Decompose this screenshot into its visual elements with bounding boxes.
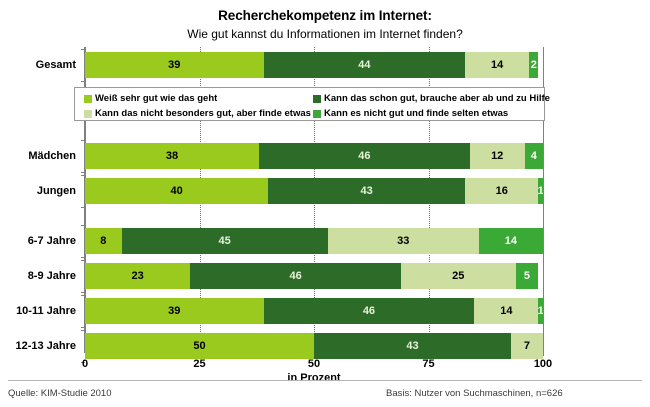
bar-segment: 5 [515, 263, 539, 289]
bar-segment: 23 [85, 263, 191, 289]
category-label-8-9-jahre: 8-9 Jahre [27, 270, 76, 282]
bar-row: 40 43 16 1 [85, 178, 543, 204]
legend-item[interactable]: Kann es nicht gut und finde selten etwas [313, 108, 508, 119]
x-tick-label-25: 25 [193, 358, 206, 370]
y-tick-2-1 [81, 207, 85, 208]
bar-segment: 2 [529, 52, 539, 78]
y-tick-5-1 [81, 327, 85, 328]
bar-row: 50 43 7 [85, 333, 543, 359]
legend-label: Kann das nicht besonders gut, aber finde… [95, 108, 311, 119]
y-axis-line [84, 47, 85, 352]
legend-item[interactable]: Kann das nicht besonders gut, aber finde… [84, 108, 311, 119]
bar-segment: 50 [85, 333, 314, 359]
x-tick-label-50: 50 [307, 358, 321, 370]
bar-segment: 33 [327, 228, 479, 254]
chart-legend: Weiß sehr gut wie das geht Kann das schon… [74, 87, 550, 121]
source-note: Quelle: KIM-Studie 2010 [8, 388, 112, 399]
category-label-jungen: Jungen [36, 185, 76, 197]
bar-segment: 7 [510, 333, 543, 359]
y-tick-4-1 [81, 292, 85, 293]
plot-area: 39 44 14 2 38 46 12 4 40 43 16 1 8 45 33 14 23 46 25 5 39 46 1… [81, 47, 552, 370]
bar-segment: 1 [538, 298, 543, 324]
category-label-gesamt: Gesamt [35, 59, 76, 71]
legend-item[interactable]: Weiß sehr gut wie das geht [84, 93, 217, 104]
y-tick-2-0 [81, 175, 85, 176]
bar-row: 23 46 25 5 [85, 263, 543, 289]
basis-note: Basis: Nutzer von Suchmaschinen, n=626 [386, 388, 563, 399]
bar-segment: 39 [85, 298, 264, 324]
legend-item[interactable]: Kann das schon gut, brauche aber ab und … [313, 93, 550, 104]
category-label-6-7-jahre: 6-7 Jahre [27, 235, 76, 247]
footer-divider [8, 380, 642, 381]
bar-segment: 14 [474, 298, 539, 324]
legend-swatch-icon [313, 94, 321, 103]
bar-segment: 38 [85, 143, 260, 169]
x-tick-100 [543, 352, 544, 356]
legend-label: Kann es nicht gut und finde selten etwas [324, 108, 509, 119]
bar-row: 39 46 14 1 [85, 298, 543, 324]
legend-swatch-icon [84, 109, 92, 118]
x-axis-title: in Prozent [287, 372, 341, 384]
legend-label: Kann das schon gut, brauche aber ab und … [324, 93, 550, 104]
category-label-m-dchen: Mädchen [28, 150, 76, 162]
bar-segment: 1 [538, 178, 543, 204]
legend-swatch-icon [313, 109, 321, 118]
legend-label: Weiß sehr gut wie das geht [95, 93, 218, 104]
y-tick-4-0 [81, 260, 85, 261]
y-tick-3-1 [81, 257, 85, 258]
y-tick-6-0 [81, 330, 85, 331]
bar-segment: 12 [469, 143, 525, 169]
bar-segment: 46 [259, 143, 470, 169]
y-tick-6-1 [81, 362, 85, 363]
bar-segment: 8 [85, 228, 122, 254]
gridline-100 [543, 47, 544, 352]
bar-row: 38 46 12 4 [85, 143, 543, 169]
chart-subtitle: Wie gut kannst du Informationen im Inter… [187, 27, 463, 41]
bar-segment: 4 [524, 143, 543, 169]
category-label-12-13-jahre: 12-13 Jahre [15, 340, 76, 352]
bar-segment: 25 [401, 263, 516, 289]
chart-title: Recherchekompetenz im Internet: [218, 8, 432, 23]
legend-swatch-icon [84, 94, 92, 103]
x-tick-label-0: 0 [81, 358, 89, 370]
y-tick-5-0 [81, 295, 85, 296]
bar-segment: 45 [121, 228, 328, 254]
x-tick-label-100: 100 [533, 358, 553, 370]
bar-segment: 44 [263, 52, 466, 78]
y-tick-3-0 [81, 225, 85, 226]
category-label-10-11-jahre: 10-11 Jahre [16, 305, 76, 317]
bar-segment: 46 [263, 298, 475, 324]
bar-segment: 43 [268, 178, 466, 204]
y-tick-0-1 [81, 81, 85, 82]
y-tick-0-0 [81, 49, 85, 50]
x-tick-label-75: 75 [422, 358, 435, 370]
bar-segment: 14 [465, 52, 530, 78]
bar-segment: 46 [190, 263, 401, 289]
y-tick-1-1 [81, 172, 85, 173]
bar-segment: 14 [478, 228, 543, 254]
bar-segment: 39 [85, 52, 264, 78]
title-block: Recherchekompetenz im Internet: Wie gut … [0, 8, 650, 41]
y-tick-1-0 [81, 140, 85, 141]
bar-row: 39 44 14 2 [85, 52, 543, 78]
bar-segment: 16 [465, 178, 539, 204]
bar-segment: 43 [314, 333, 511, 359]
bar-row: 8 45 33 14 [85, 228, 543, 254]
bar-segment: 40 [85, 178, 269, 204]
